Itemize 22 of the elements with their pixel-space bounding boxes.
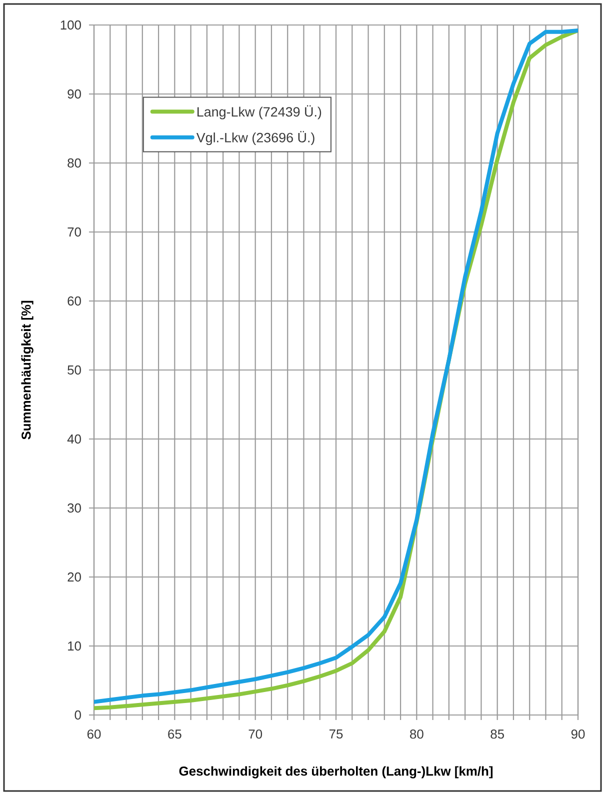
y-tick-label: 0 [74, 710, 81, 720]
y-tick-label: 40 [67, 434, 81, 444]
y-tick-label: 90 [68, 89, 81, 99]
legend-label: Lang-Lkw (72439 Ü.) [197, 105, 322, 120]
y-tick-label: 60 [68, 296, 81, 306]
y-tick-label: 30 [68, 503, 81, 513]
y-tick-label: 70 [68, 227, 81, 237]
y-tick-label: 20 [68, 572, 81, 582]
y-tick-label: 10 [68, 641, 81, 651]
x-axis-title: Geschwindigkeit des überholten (Lang-)Lkw [km/h] [179, 766, 493, 778]
x-tick-label: 65 [168, 730, 182, 739]
x-tick-label: 75 [329, 730, 343, 739]
x-tick-label: 90 [571, 730, 585, 739]
y-tick-label: 50 [68, 365, 81, 375]
x-tick-label: 60 [87, 730, 101, 739]
y-tick-label: 80 [68, 158, 81, 168]
x-tick-label: 85 [490, 730, 504, 739]
y-tick-label: 100 [60, 20, 81, 30]
legend-label: Vgl.-Lkw (23696 Ü.) [196, 130, 314, 146]
x-tick-label: 80 [410, 730, 424, 739]
x-tick-label: 70 [248, 730, 262, 739]
y-axis-title: Summenhäufigkeit [%] [21, 300, 34, 440]
